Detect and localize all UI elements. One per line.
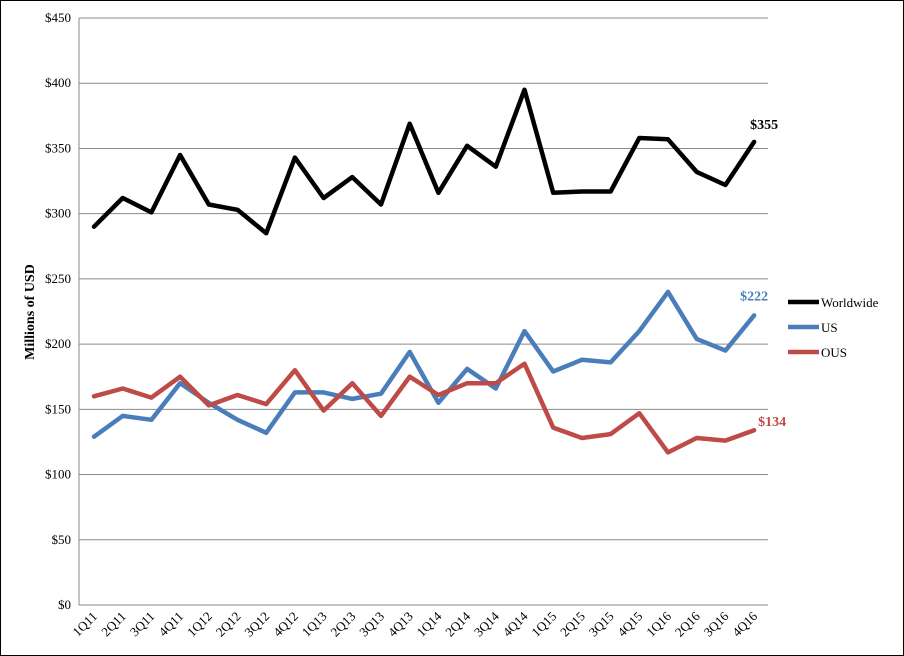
x-tick-label: 1Q14 <box>413 608 444 639</box>
y-tick-label: $100 <box>45 467 71 482</box>
x-tick-label: 4Q16 <box>729 608 760 639</box>
legend-label-us: US <box>821 320 838 335</box>
x-tick-label: 1Q16 <box>643 608 674 639</box>
x-axis-ticks: 1Q112Q113Q114Q111Q122Q123Q124Q121Q132Q13… <box>69 608 760 639</box>
y-tick-label: $300 <box>45 206 71 221</box>
y-tick-label: $450 <box>45 10 71 25</box>
x-tick-label: 4Q13 <box>385 609 416 640</box>
x-tick-label: 3Q14 <box>471 608 502 639</box>
series-line-us <box>91 289 757 439</box>
x-tick-label: 1Q12 <box>184 609 215 640</box>
series-line-ous <box>91 361 757 455</box>
end-label-worldwide: $355 <box>750 118 778 133</box>
x-tick-label: 4Q11 <box>156 609 187 640</box>
x-tick-label: 3Q16 <box>700 608 731 639</box>
x-tick-label: 1Q15 <box>528 609 559 640</box>
x-tick-label: 2Q16 <box>672 608 703 639</box>
end-labels: $355 $222 $134 <box>740 118 786 430</box>
end-label-us: $222 <box>740 289 768 304</box>
y-axis-ticks: $0 $50 $100 $150 $200 $250 $300 $350 $400 $450 <box>45 10 71 612</box>
y-tick-label: $50 <box>52 532 72 547</box>
x-tick-label: 2Q14 <box>442 608 473 639</box>
y-tick-label: $150 <box>45 401 71 416</box>
y-tick-label: $400 <box>45 75 71 90</box>
legend-label-ous: OUS <box>821 345 847 360</box>
x-tick-label: 1Q11 <box>69 609 100 640</box>
x-tick-label: 3Q15 <box>586 609 617 640</box>
y-axis-label: Millions of USD <box>23 264 38 360</box>
x-tick-label: 2Q11 <box>98 609 129 640</box>
x-tick-label: 3Q11 <box>127 609 158 640</box>
x-tick-label: 1Q13 <box>299 609 330 640</box>
x-tick-label: 2Q12 <box>213 609 244 640</box>
x-tick-label: 3Q12 <box>241 609 272 640</box>
x-tick-label: 4Q15 <box>614 609 645 640</box>
y-tick-label: $250 <box>45 271 71 286</box>
x-tick-label: 4Q12 <box>270 609 301 640</box>
x-tick-label: 3Q13 <box>356 609 387 640</box>
y-tick-label: $0 <box>58 597 71 612</box>
x-tick-label: 2Q13 <box>327 609 358 640</box>
end-label-ous: $134 <box>758 415 786 430</box>
series-lines <box>91 87 757 455</box>
gridlines <box>78 17 768 606</box>
y-tick-label: $200 <box>45 336 71 351</box>
legend: Worldwide US OUS <box>788 295 879 360</box>
legend-label-worldwide: Worldwide <box>821 295 879 310</box>
x-tick-label: 4Q14 <box>500 608 531 639</box>
x-tick-label: 2Q15 <box>557 609 588 640</box>
series-line-worldwide <box>91 87 757 236</box>
y-tick-label: $350 <box>45 140 71 155</box>
